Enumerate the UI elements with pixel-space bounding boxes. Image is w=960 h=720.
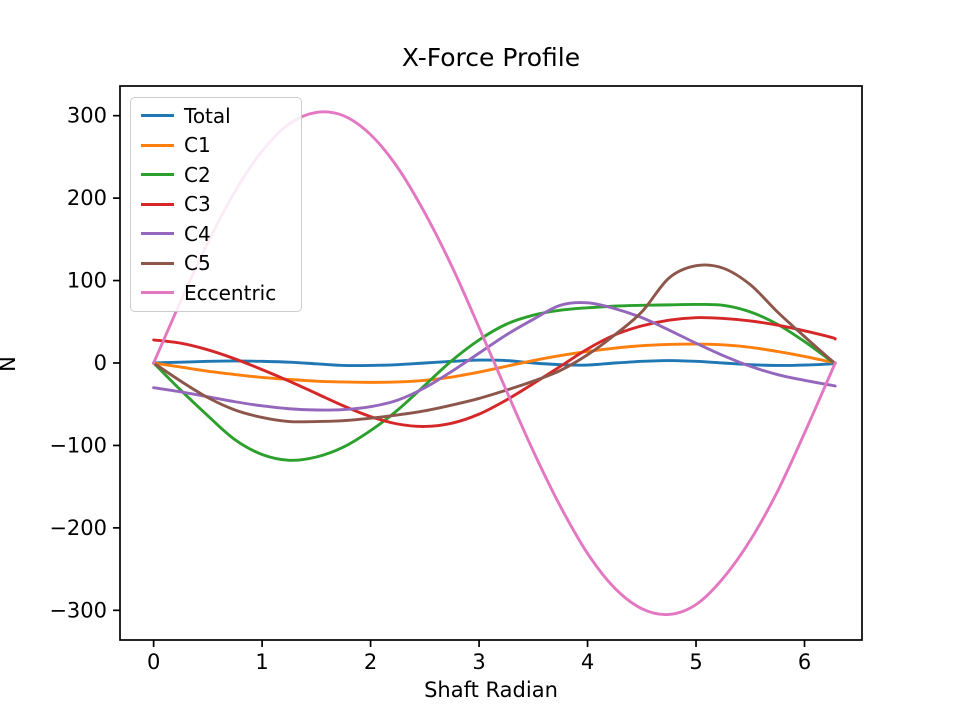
legend-item-eccentric: Eccentric: [131, 278, 301, 308]
legend-item-c2: C2: [131, 160, 301, 190]
legend-label: C4: [184, 221, 211, 246]
y-tick-label: −200: [49, 516, 107, 540]
y-tick-label: 200: [67, 186, 107, 210]
legend-line-sample-c3: [141, 202, 174, 206]
x-tick-label: 5: [689, 650, 702, 674]
x-axis-label: Shaft Radian: [424, 678, 558, 702]
legend-line-sample-c1: [141, 143, 174, 147]
x-tick-label: 3: [472, 650, 485, 674]
x-tick-label: 2: [364, 650, 377, 674]
legend-label: Total: [184, 103, 231, 128]
series-line-c3: [152, 316, 837, 428]
legend-line-sample-eccentric: [141, 291, 174, 295]
legend-label: C5: [184, 251, 211, 276]
legend-label: C2: [184, 162, 211, 187]
legend-item-c1: C1: [131, 131, 301, 161]
legend: Total C1 C2 C3 C4 C5 Eccentric: [130, 97, 302, 312]
y-tick-label: −100: [49, 433, 107, 457]
y-tick-label: 100: [67, 269, 107, 293]
legend-line-sample-c5: [141, 261, 174, 265]
legend-line-sample-c4: [141, 232, 174, 236]
x-tick-label: 6: [798, 650, 811, 674]
legend-item-c4: C4: [131, 219, 301, 249]
x-tick-label: 4: [581, 650, 594, 674]
legend-item-c5: C5: [131, 249, 301, 279]
x-tick-label: 0: [147, 650, 160, 674]
legend-label: Eccentric: [184, 280, 277, 305]
legend-line-sample-c2: [141, 173, 174, 177]
series-line-c4: [152, 301, 837, 412]
y-tick-label: −300: [49, 598, 107, 622]
legend-label: C1: [184, 133, 211, 158]
series-line-c2: [152, 302, 837, 462]
legend-item-c3: C3: [131, 190, 301, 220]
legend-line-sample-total: [141, 114, 174, 118]
y-axis-label: N: [0, 14, 20, 714]
x-tick-label: 1: [255, 650, 268, 674]
y-tick-label: 0: [94, 351, 107, 375]
series-line-c1: [152, 342, 837, 384]
legend-item-total: Total: [131, 101, 301, 131]
y-tick-label: 300: [67, 104, 107, 128]
legend-label: C3: [184, 192, 211, 217]
chart-title: X-Force Profile: [401, 43, 581, 72]
